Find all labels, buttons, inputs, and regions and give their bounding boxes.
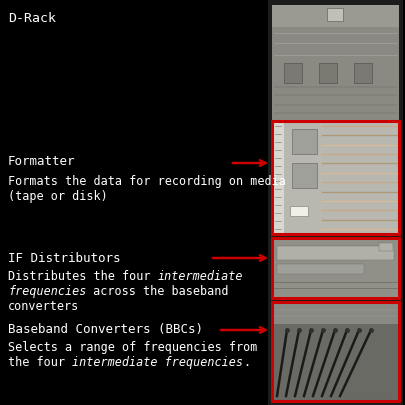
Text: intermediate frequencies: intermediate frequencies	[72, 356, 243, 369]
Bar	[277, 264, 364, 274]
Text: across the baseband: across the baseband	[86, 285, 229, 298]
Bar	[272, 238, 399, 298]
Text: Formats the data for recording on media: Formats the data for recording on media	[8, 175, 286, 188]
Bar	[292, 129, 317, 154]
Text: frequencies: frequencies	[8, 285, 86, 298]
Text: Distributes the four: Distributes the four	[8, 270, 158, 283]
Bar	[272, 238, 399, 298]
Bar	[284, 63, 302, 83]
Bar	[272, 121, 399, 234]
Text: the four: the four	[8, 356, 72, 369]
Bar	[268, 0, 403, 405]
Bar	[292, 163, 317, 188]
Bar	[272, 302, 399, 324]
Text: IF Distributors: IF Distributors	[8, 252, 121, 265]
Text: .: .	[243, 356, 250, 369]
Text: (tape or disk): (tape or disk)	[8, 190, 108, 203]
Bar	[379, 243, 393, 251]
Text: converters: converters	[8, 300, 79, 313]
Text: Formatter: Formatter	[8, 155, 75, 168]
Bar	[327, 8, 343, 21]
Bar	[272, 121, 284, 234]
Bar	[272, 121, 399, 234]
Text: Selects a range of frequencies from: Selects a range of frequencies from	[8, 341, 257, 354]
Bar	[354, 63, 372, 83]
Bar	[272, 302, 399, 401]
Bar	[272, 302, 399, 401]
Bar	[272, 5, 399, 120]
Bar	[272, 5, 399, 27]
Text: Baseband Converters (BBCs): Baseband Converters (BBCs)	[8, 323, 203, 336]
Bar	[277, 246, 394, 260]
Bar	[290, 206, 308, 216]
Text: intermediate: intermediate	[158, 270, 243, 283]
Bar	[319, 63, 337, 83]
Text: D-Rack: D-Rack	[8, 12, 56, 25]
